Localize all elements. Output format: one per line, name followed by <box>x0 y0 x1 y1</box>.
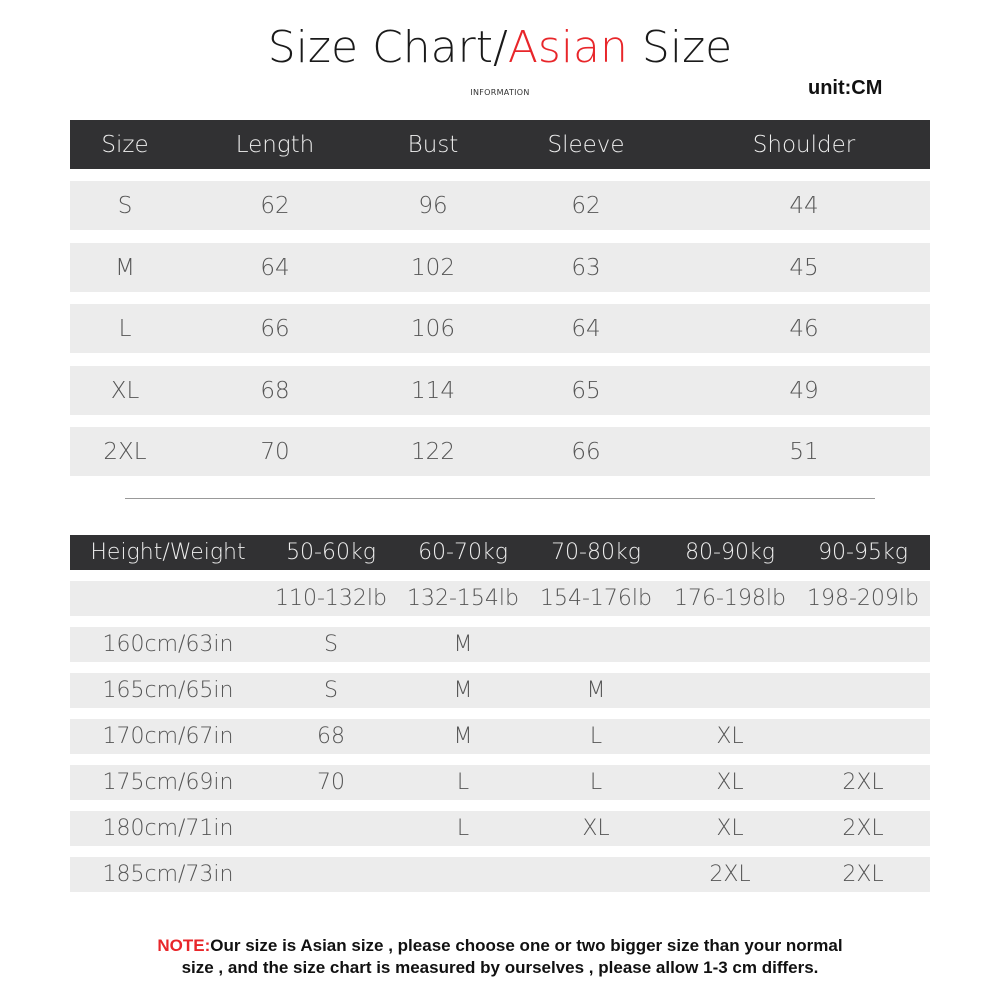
table-cell: L <box>118 315 132 342</box>
table-cell: 62 <box>571 192 601 219</box>
table-cell: 70 <box>260 438 290 465</box>
table-cell: XL <box>716 724 744 749</box>
table-cell: 2XL <box>709 862 751 887</box>
note-line-2: size , and the size chart is measured by… <box>181 958 819 977</box>
table-cell: XL <box>716 770 744 795</box>
table-row: S 62 96 62 44 <box>70 181 930 230</box>
unit-label: unit:CM <box>808 77 883 99</box>
table-cell: M <box>586 678 606 703</box>
column-header: Sleeve <box>547 131 625 158</box>
table-row: 185cm/73in 2XL 2XL <box>70 857 930 892</box>
note-line-1: NOTE:Our size is Asian size , please cho… <box>0 935 1000 957</box>
column-header: 80-90kg <box>685 540 775 565</box>
table-cell: 51 <box>789 438 819 465</box>
table-cell: L <box>589 724 603 749</box>
table-row: M 64 102 63 45 <box>70 243 930 292</box>
table-row: 110-132lb 132-154lb 154-176lb 176-198lb 198-… <box>70 581 930 616</box>
note-label: NOTE: <box>157 936 211 955</box>
table-cell: M <box>453 678 473 703</box>
table-row: 175cm/69in 70 L L XL 2XL <box>70 765 930 800</box>
table-row: XL 68 114 65 49 <box>70 366 930 415</box>
table-cell: 170cm/67in <box>102 724 234 749</box>
table-cell: 64 <box>571 315 601 342</box>
table-cell: 110-132lb <box>275 586 387 611</box>
table-header: Height/Weight 50-60kg 60-70kg 70-80kg 80-90k… <box>70 535 930 570</box>
table-cell: XL <box>582 816 610 841</box>
table-cell: 2XL <box>842 770 884 795</box>
table-cell: 180cm/71in <box>102 816 234 841</box>
table-cell: 45 <box>789 254 819 281</box>
table-cell: 96 <box>418 192 448 219</box>
table-cell: S <box>324 678 338 703</box>
table-cell: XL <box>110 377 140 404</box>
table-cell: 2XL <box>842 816 884 841</box>
table-cell: L <box>456 770 470 795</box>
table-cell: 46 <box>789 315 819 342</box>
table-cell: 44 <box>789 192 819 219</box>
page-title: Size Chart/Asian Size <box>0 22 1000 73</box>
table-cell: M <box>115 254 135 281</box>
table-row: 180cm/71in L XL XL 2XL <box>70 811 930 846</box>
title-highlight: Asian <box>507 22 628 73</box>
table-cell: 198-209lb <box>807 586 919 611</box>
table-cell: 66 <box>571 438 601 465</box>
divider <box>125 498 875 499</box>
column-header: Size <box>101 131 149 158</box>
table-cell: 106 <box>411 315 455 342</box>
table-cell: XL <box>716 816 744 841</box>
table-cell: 114 <box>411 377 455 404</box>
column-header: 50-60kg <box>286 540 376 565</box>
table-cell: 63 <box>571 254 601 281</box>
table-cell: L <box>456 816 470 841</box>
table-cell: 160cm/63in <box>102 632 234 657</box>
table-row: 170cm/67in 68 M L XL <box>70 719 930 754</box>
table-cell: 102 <box>411 254 455 281</box>
table-cell: S <box>117 192 133 219</box>
table-row: 165cm/65in S M M <box>70 673 930 708</box>
table-cell: M <box>453 632 473 657</box>
table-cell: M <box>453 724 473 749</box>
table-cell: 70 <box>317 770 345 795</box>
title-text-end: Size <box>627 22 733 73</box>
title-text: Size Chart/ <box>267 22 508 73</box>
column-header: Height/Weight <box>90 540 246 565</box>
table-row: 2XL 70 122 66 51 <box>70 427 930 476</box>
column-header: Shoulder <box>752 131 856 158</box>
table-row: L 66 106 64 46 <box>70 304 930 353</box>
column-header: Bust <box>407 131 459 158</box>
table-cell: L <box>589 770 603 795</box>
note-text-1: Our size is Asian size , please choose o… <box>210 936 843 955</box>
table-cell: 165cm/65in <box>102 678 234 703</box>
subtitle: INFORMATION <box>470 88 530 97</box>
table-cell: 2XL <box>103 438 147 465</box>
table-cell: 62 <box>260 192 290 219</box>
table-cell: S <box>324 632 338 657</box>
table-cell: 66 <box>260 315 290 342</box>
table-cell: 132-154lb <box>407 586 519 611</box>
column-header: 60-70kg <box>418 540 508 565</box>
table-cell: 176-198lb <box>674 586 786 611</box>
table-cell: 65 <box>571 377 601 404</box>
table-cell: 2XL <box>842 862 884 887</box>
table-cell: 175cm/69in <box>102 770 234 795</box>
table-cell: 185cm/73in <box>102 862 234 887</box>
table-cell: 64 <box>260 254 290 281</box>
table-row: 160cm/63in S M <box>70 627 930 662</box>
table-header: Size Length Bust Sleeve Shoulder <box>70 120 930 169</box>
column-header: Length <box>235 131 315 158</box>
table-cell: 154-176lb <box>540 586 652 611</box>
table-cell: 68 <box>317 724 345 749</box>
column-header: 70-80kg <box>551 540 641 565</box>
column-header: 90-95kg <box>818 540 908 565</box>
table-cell: 122 <box>411 438 455 465</box>
table-cell: 49 <box>789 377 819 404</box>
table-cell: 68 <box>260 377 290 404</box>
